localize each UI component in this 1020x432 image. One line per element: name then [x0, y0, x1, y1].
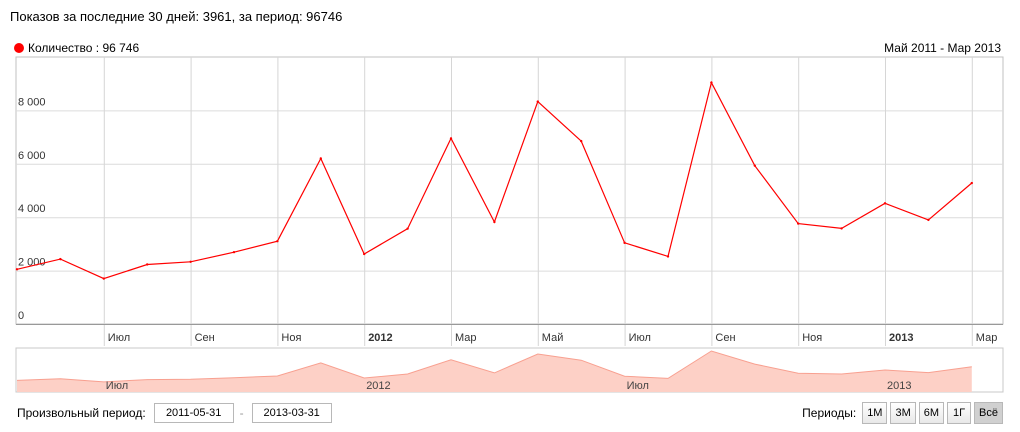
- plot-area: [15, 56, 1004, 325]
- data-point: [666, 255, 670, 258]
- legend-dot-icon: [14, 43, 24, 53]
- y-tick-label: 0: [18, 310, 24, 322]
- data-point: [580, 139, 583, 143]
- y-tick-label: 8 000: [18, 96, 46, 108]
- period-button-6m[interactable]: 6М: [918, 402, 945, 424]
- periods-label: Периоды:: [802, 406, 857, 420]
- data-point: [102, 277, 106, 280]
- navigator-label: Июл: [627, 380, 649, 392]
- legend-label: Количество : 96 746: [28, 41, 140, 55]
- data-point: [232, 250, 236, 254]
- summary-text: Показов за последние 30 дней: 3961, за п…: [10, 9, 343, 24]
- data-point: [970, 181, 973, 185]
- data-point: [363, 252, 366, 256]
- x-tick-label: Ноя: [281, 332, 301, 344]
- x-tick-label: Мар: [455, 332, 477, 344]
- data-point: [840, 227, 843, 230]
- data-point: [536, 100, 539, 103]
- data-point: [146, 263, 149, 266]
- x-tick-label: 2012: [368, 332, 392, 344]
- data-point: [276, 240, 279, 243]
- custom-period-label: Произвольный период:: [17, 406, 146, 420]
- period-button-1m[interactable]: 1М: [862, 402, 888, 424]
- data-point: [927, 218, 930, 222]
- x-tick-label: 2013: [889, 332, 913, 344]
- x-tick-label: Июл: [629, 332, 651, 344]
- date-to-input[interactable]: 2013-03-31: [251, 403, 332, 423]
- period-button-all[interactable]: Всё: [974, 402, 1003, 424]
- x-tick-label: Сен: [195, 332, 215, 344]
- x-tick-label: Ноя: [802, 332, 822, 344]
- navigator-label: 2012: [366, 380, 390, 392]
- y-tick-label: 2 000: [18, 257, 46, 269]
- data-point: [710, 81, 713, 84]
- data-point: [493, 220, 496, 224]
- custom-period-bar: Произвольный период: 2011-05-31 - 2013-0…: [17, 403, 332, 423]
- data-point: [623, 241, 626, 245]
- date-range-label: Май 2011 - Мар 2013: [884, 41, 1001, 55]
- x-tick-label: Май: [542, 332, 564, 344]
- period-button-3m[interactable]: 3М: [890, 402, 916, 424]
- data-point: [59, 257, 62, 261]
- x-tick-label: Мар: [976, 332, 998, 344]
- legend-item[interactable]: Количество : 96 746: [14, 41, 139, 55]
- data-point: [189, 260, 192, 263]
- data-point: [753, 164, 756, 167]
- period-selector: Периоды: 1М 3М 6М 1Г Всё: [802, 402, 1003, 424]
- data-point: [319, 157, 322, 160]
- period-button-1y[interactable]: 1Г: [947, 402, 972, 424]
- navigator-label: 2013: [887, 380, 911, 392]
- data-point: [15, 268, 19, 271]
- x-tick-label: Июл: [108, 332, 130, 344]
- navigator-area: [17, 351, 972, 392]
- date-from-input[interactable]: 2011-05-31: [153, 403, 234, 423]
- x-tick-label: Сен: [715, 332, 735, 344]
- data-point: [797, 222, 800, 225]
- data-point: [883, 202, 887, 205]
- y-tick-label: 4 000: [18, 203, 46, 215]
- data-point: [406, 227, 409, 230]
- date-separator: -: [239, 406, 244, 420]
- navigator-line: [16, 350, 972, 383]
- y-tick-label: 6 000: [18, 150, 46, 162]
- data-point: [449, 137, 453, 140]
- navigator-label: Июл: [106, 380, 128, 392]
